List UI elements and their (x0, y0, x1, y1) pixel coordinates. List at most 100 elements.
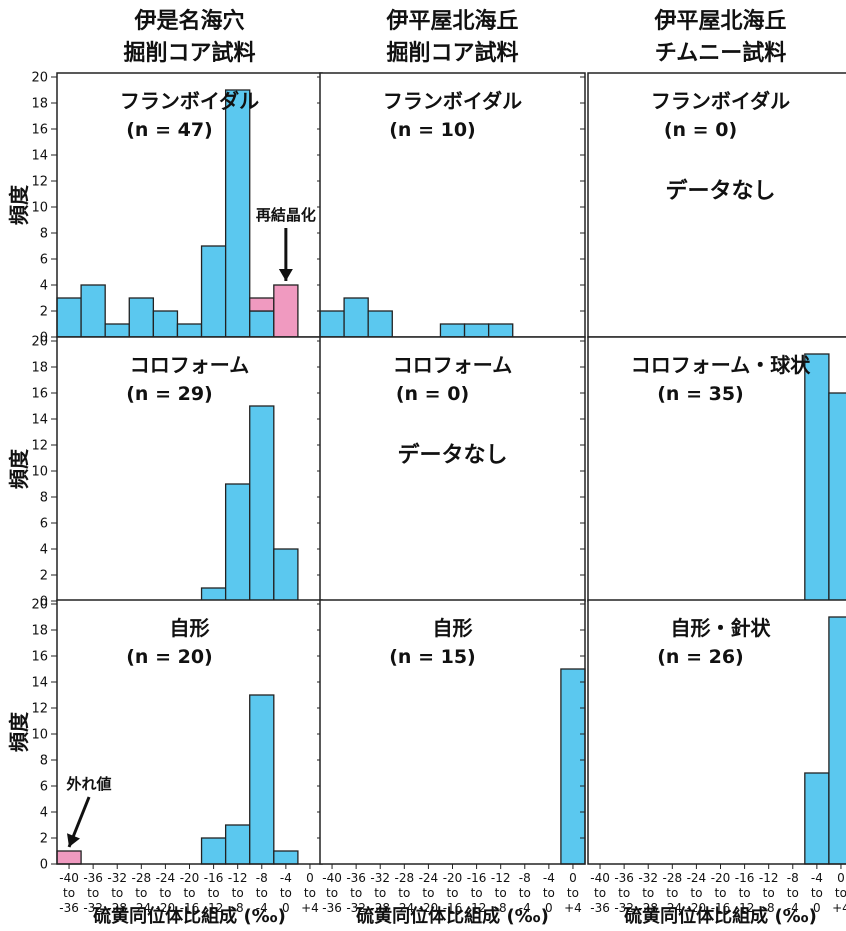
x-tick-label: -12 (228, 871, 248, 885)
panel-r1-c1: コロフォーム (n = 0) データなし (320, 337, 585, 601)
y-tick-label: 10 (31, 728, 48, 743)
y-tick-label: 12 (31, 439, 48, 454)
x-tick-label: to (398, 886, 410, 900)
y-tick-label: 10 (31, 465, 48, 480)
x-tick-label: to (519, 886, 531, 900)
histogram-bar (344, 298, 368, 337)
x-axis-label: 硫黄同位体比組成 (‰) (93, 905, 286, 927)
histogram-bar (274, 285, 298, 337)
x-tick-label: -24 (419, 871, 439, 885)
x-tick-label: +4 (301, 901, 319, 915)
y-axis-label-row-0: 頻度 (7, 184, 31, 225)
column-title-0-line-0: 伊是名海穴 (133, 8, 244, 34)
x-tick-label: to (422, 886, 434, 900)
panel-sample-count: (n = 10) (389, 119, 475, 141)
histogram-bar (465, 324, 489, 337)
x-tick-label: -20 (180, 871, 200, 885)
x-axis-col-0: -40to-36-36to-32-32to-28-28to-24-24to-20… (59, 864, 319, 927)
x-tick-label: to (374, 886, 386, 900)
x-tick-label: -36 (590, 901, 610, 915)
y-tick-label: 8 (40, 227, 48, 242)
x-tick-label: to (642, 886, 654, 900)
x-tick-label: -28 (395, 871, 415, 885)
x-tick-label: -16 (204, 871, 224, 885)
x-tick-label: 0 (569, 871, 577, 885)
column-title-2-line-1: チムニー試料 (655, 40, 787, 66)
x-tick-label: +4 (832, 901, 846, 915)
panel-type-label: フランボイダル (651, 89, 790, 113)
x-tick-label: -36 (83, 871, 103, 885)
panel-type-label: フランボイダル (383, 89, 522, 113)
y-tick-label: 14 (31, 149, 48, 164)
x-tick-label: to (326, 886, 338, 900)
x-tick-label: to (543, 886, 555, 900)
x-tick-label: to (63, 886, 75, 900)
y-axis-label-row-2: 頻度 (7, 711, 31, 752)
x-axis-label: 硫黄同位体比組成 (‰) (356, 905, 549, 927)
x-tick-label: to (208, 886, 220, 900)
panel-sample-count: (n = 29) (126, 383, 212, 405)
histogram-bar (177, 324, 201, 337)
y-tick-label: 2 (40, 569, 48, 584)
histogram-bar (250, 311, 274, 337)
x-tick-label: -12 (491, 871, 511, 885)
histogram-bar (829, 617, 846, 864)
x-axis-col-2: -40to-36-36to-32-32to-28-28to-24-24to-20… (590, 864, 846, 927)
x-tick-label: to (280, 886, 292, 900)
panel-r2-c2: 自形・針状 (n = 26) (588, 600, 846, 864)
x-tick-label: -24 (156, 871, 176, 885)
histogram-bar (57, 298, 81, 337)
x-tick-label: -32 (638, 871, 658, 885)
x-tick-label: -24 (687, 871, 707, 885)
histogram-bar (805, 354, 829, 601)
histogram-bar (320, 311, 344, 337)
histogram-panels: フランボイダル(n = 47)再結晶化 フランボイダル (n = 10) フランボイダ… (57, 73, 846, 864)
x-tick-label: to (495, 886, 507, 900)
x-tick-label: to (666, 886, 678, 900)
panel-type-label: コロフォーム (393, 353, 512, 377)
histogram-bar (105, 324, 129, 337)
x-tick-label: -4 (280, 871, 292, 885)
x-tick-label: to (256, 886, 268, 900)
y-tick-label: 16 (31, 387, 48, 402)
histogram-bar (489, 324, 513, 337)
x-tick-label: -12 (759, 871, 779, 885)
x-tick-label: to (446, 886, 458, 900)
x-tick-label: to (471, 886, 483, 900)
panel-type-label: コロフォーム (130, 353, 249, 377)
column-title-1-line-0: 伊平屋北海丘 (385, 8, 518, 34)
y-tick-label: 16 (31, 650, 48, 665)
x-tick-label: to (135, 886, 147, 900)
panel-r0-c0: フランボイダル(n = 47)再結晶化 (57, 73, 322, 337)
x-tick-label: to (835, 886, 846, 900)
histogram-bar (226, 484, 250, 601)
x-tick-label: to (618, 886, 630, 900)
y-tick-label: 20 (31, 598, 48, 613)
panel-sample-count: (n = 47) (126, 119, 212, 141)
x-tick-label: to (690, 886, 702, 900)
x-tick-label: 0 (837, 871, 845, 885)
panel-r1-c0: コロフォーム (n = 29) (57, 337, 322, 601)
x-tick-label: -8 (787, 871, 799, 885)
x-tick-label: -36 (59, 901, 79, 915)
x-tick-label: to (594, 886, 606, 900)
y-tick-label: 0 (40, 858, 48, 873)
x-tick-label: to (159, 886, 171, 900)
panel-sample-count: (n = 0) (396, 383, 469, 405)
histogram-bar (440, 324, 464, 337)
panel-sample-count: (n = 35) (657, 383, 743, 405)
histogram-bar (250, 298, 274, 311)
histogram-bar (226, 825, 250, 864)
column-title-2-line-0: 伊平屋北海丘 (653, 8, 786, 34)
y-tick-label: 18 (31, 624, 48, 639)
x-tick-label: -40 (590, 871, 610, 885)
x-tick-label: to (811, 886, 823, 900)
x-tick-label: to (714, 886, 726, 900)
histogram-bar (250, 406, 274, 601)
x-tick-label: -36 (322, 901, 342, 915)
histogram-bar (805, 773, 829, 864)
histogram-bar (153, 311, 177, 337)
histogram-bar (57, 851, 81, 864)
